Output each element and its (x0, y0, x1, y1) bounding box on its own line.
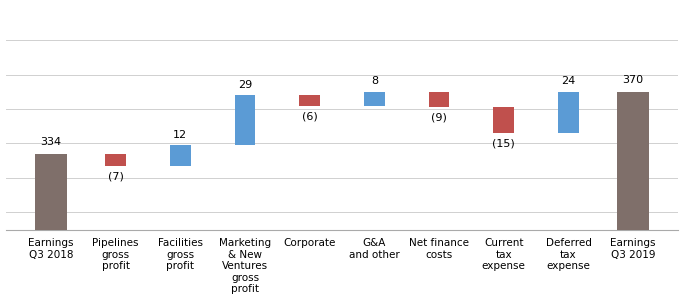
Bar (364, 92, 384, 106)
Text: (7): (7) (107, 172, 124, 182)
Text: 29: 29 (238, 80, 252, 90)
Text: 12: 12 (173, 130, 187, 140)
Text: (15): (15) (492, 139, 515, 149)
Text: (9): (9) (431, 113, 447, 123)
Bar (105, 154, 126, 166)
Bar (617, 92, 649, 300)
Bar (558, 92, 579, 133)
Bar (235, 95, 255, 145)
Text: (6): (6) (302, 111, 317, 121)
Text: 24: 24 (562, 76, 575, 86)
Text: 8: 8 (371, 76, 378, 86)
Bar (429, 92, 449, 107)
Text: 334: 334 (40, 137, 62, 147)
Text: 370: 370 (622, 75, 644, 85)
Bar (300, 95, 320, 106)
Bar (493, 107, 514, 133)
Bar (170, 145, 191, 166)
Bar (35, 154, 67, 300)
